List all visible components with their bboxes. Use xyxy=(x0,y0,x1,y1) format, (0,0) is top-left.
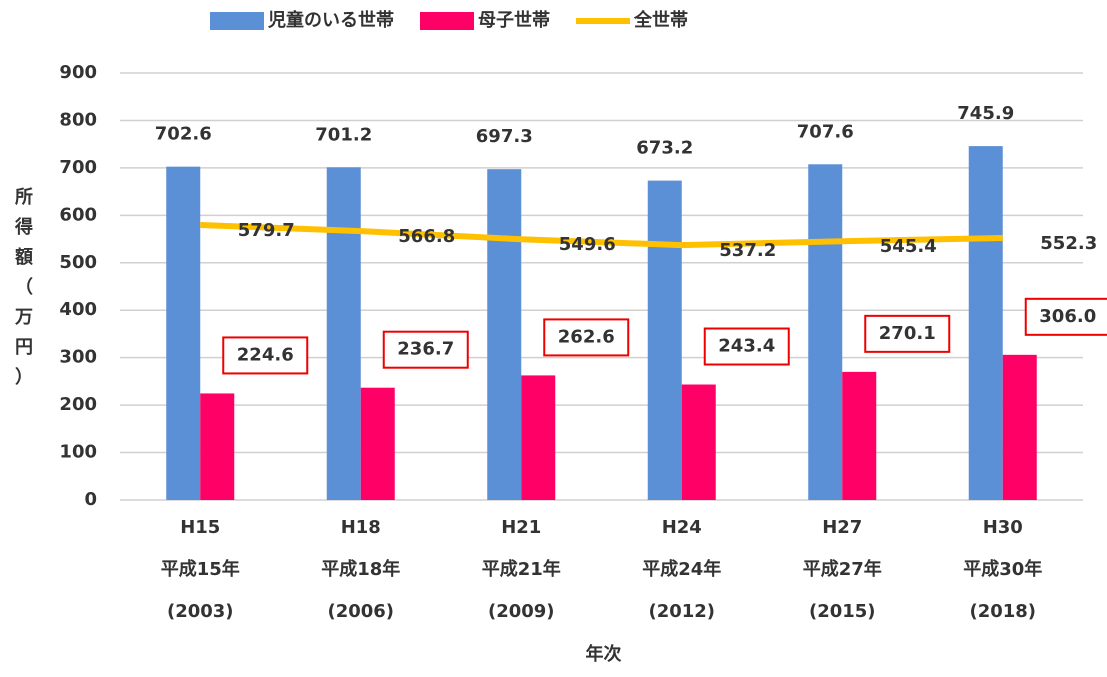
bar xyxy=(681,384,716,500)
data-label-box xyxy=(543,318,630,357)
x-axis-label: 年次 xyxy=(586,643,622,665)
bar xyxy=(487,169,522,500)
x-tick-label: 平成18年 xyxy=(321,558,400,580)
bar xyxy=(647,180,682,500)
data-label: 552.3 xyxy=(1040,233,1097,254)
x-tick-label: H18 xyxy=(341,517,381,538)
x-tick-label: 平成30年 xyxy=(963,558,1042,580)
bar xyxy=(1002,354,1037,500)
x-tick-label: 平成21年 xyxy=(482,558,561,580)
legend-swatch xyxy=(576,18,630,24)
x-tick-label: (2003) xyxy=(167,601,234,622)
bar xyxy=(326,167,361,500)
bar xyxy=(842,371,877,500)
data-label: 537.2 xyxy=(719,240,776,261)
data-label: 243.4 xyxy=(718,336,775,357)
data-label: 549.6 xyxy=(559,234,616,255)
data-label-box xyxy=(382,330,469,369)
y-axis-label: 所 xyxy=(15,187,33,208)
legend-swatch xyxy=(420,12,474,30)
legend-label: 全世帯 xyxy=(633,9,688,31)
x-tick-label: H15 xyxy=(180,517,220,538)
x-tick-label: 平成15年 xyxy=(161,558,240,580)
data-label: 236.7 xyxy=(397,339,454,360)
y-axis-label: 円 xyxy=(15,337,33,358)
data-label: 270.1 xyxy=(879,323,936,344)
data-label: 745.9 xyxy=(957,103,1014,124)
data-label-box xyxy=(864,314,951,353)
y-tick-label: 600 xyxy=(59,204,97,225)
y-axis-label: ） xyxy=(15,367,33,388)
x-tick-label: (2012) xyxy=(648,601,715,622)
bar xyxy=(968,146,1003,501)
x-tick-label: (2018) xyxy=(969,601,1036,622)
data-label: 697.3 xyxy=(476,126,533,147)
y-tick-label: 800 xyxy=(59,109,97,130)
data-label-box xyxy=(703,327,790,366)
data-label: 702.6 xyxy=(155,124,212,145)
data-label: 224.6 xyxy=(237,344,294,365)
x-tick-label: H24 xyxy=(662,517,702,538)
y-tick-label: 900 xyxy=(59,62,97,83)
x-tick-label: H27 xyxy=(822,517,862,538)
y-tick-label: 500 xyxy=(59,252,97,273)
x-tick-label: H30 xyxy=(983,517,1023,538)
y-tick-label: 200 xyxy=(59,394,97,415)
bar xyxy=(808,164,843,500)
data-label: 306.0 xyxy=(1039,306,1096,327)
legend-label: 母子世帯 xyxy=(478,9,550,31)
line xyxy=(200,221,1003,249)
y-tick-label: 700 xyxy=(59,157,97,178)
data-label: 673.2 xyxy=(636,138,693,159)
bar xyxy=(360,387,395,500)
y-tick-label: 0 xyxy=(84,489,97,510)
bar xyxy=(166,166,201,500)
data-label-box xyxy=(1024,297,1107,336)
bar xyxy=(521,375,556,500)
y-axis-label: 万 xyxy=(14,307,33,328)
x-tick-label: 平成27年 xyxy=(803,558,882,580)
y-tick-label: 100 xyxy=(59,442,97,463)
x-tick-label: 平成24年 xyxy=(642,558,721,580)
x-tick-label: (2015) xyxy=(809,601,876,622)
x-tick-label: (2006) xyxy=(327,601,394,622)
y-tick-label: 300 xyxy=(59,347,97,368)
data-label: 707.6 xyxy=(797,121,854,142)
bar xyxy=(200,393,235,500)
data-label: 579.7 xyxy=(238,220,295,241)
y-tick-label: 400 xyxy=(59,299,97,320)
x-tick-label: H21 xyxy=(501,517,541,538)
y-axis-label: （ xyxy=(15,277,33,298)
data-label: 701.2 xyxy=(315,124,372,145)
y-axis-label: 額 xyxy=(14,246,33,268)
data-label: 545.4 xyxy=(880,236,937,257)
data-label-box xyxy=(222,336,309,375)
x-tick-label: (2009) xyxy=(488,601,555,622)
legend-swatch xyxy=(210,12,264,30)
data-label: 566.8 xyxy=(398,226,455,247)
legend-label: 児童のいる世帯 xyxy=(267,9,394,31)
y-axis-label: 得 xyxy=(14,216,33,238)
data-label: 262.6 xyxy=(558,326,615,347)
